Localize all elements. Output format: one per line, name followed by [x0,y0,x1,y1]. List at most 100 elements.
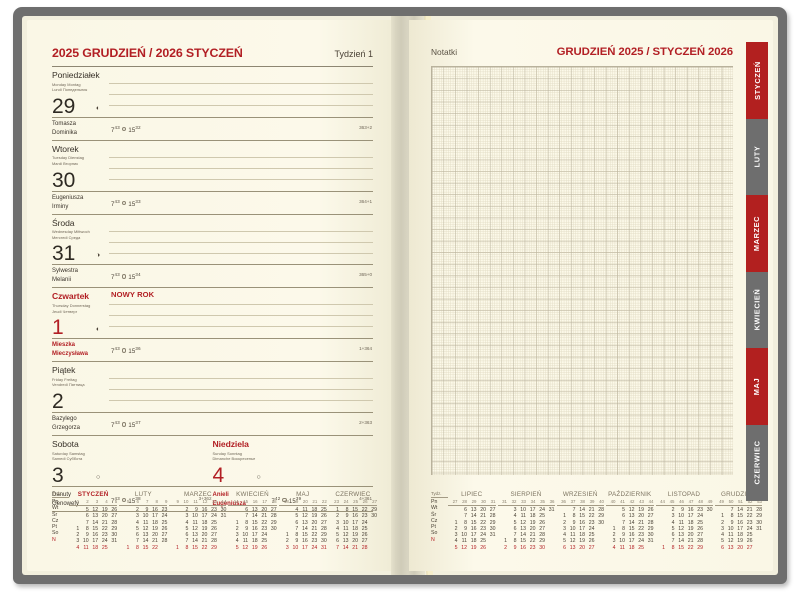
calendar-month[interactable]: LUTY 5 6 7 8 9 2 9 16 23 3 10 17 24 4 11 18 25 5 12 19 26 6 13 2… [119,491,169,551]
calendar-week-number: 26 [362,499,368,505]
calendar-day-cell: 10 [342,519,349,526]
calendar-day-cell: 17 [92,538,99,545]
notes-grid-area[interactable] [431,66,733,475]
calendar-week-number: 48 [698,499,703,505]
calendar-day-cell: 14 [470,513,477,520]
month-tab-luty[interactable]: LUTY [746,118,768,195]
writing-line[interactable] [109,147,373,158]
calendar-row-label: Wt [52,505,59,512]
calendar-day-cell [703,545,713,551]
calendar-day-cell: 21 [101,519,108,526]
day-entry: Czwartek Thursday Donnerstag Jeudi Четверг… [52,288,373,340]
calendar-month[interactable]: LIPIEC 27 28 29 30 31 6 13 20 27 7 14 21 28 1 8 15 22 29 2 9… [448,491,498,551]
calendar-day-cell: 26 [261,544,268,551]
calendar-month[interactable]: CZERWIEC 23 24 25 26 27 1 8 15 22 29 2 9 16 23 30 3 10 17 2… [328,491,379,551]
calendar-day-cell: 30 [539,544,545,551]
calendar-day-cell: 15 [251,519,258,526]
calendar-day-cell: 22 [687,544,694,551]
day-number: 1 [52,316,64,340]
calendar-day-cell: 13 [342,538,349,545]
calendar-month[interactable]: LISTOPAD 44 45 46 47 48 49 2 9 16 23 30 3 10 17 24 4 11 18… [655,491,715,551]
calendar-day-row: 4 11 18 25 [279,507,326,513]
writing-line[interactable] [109,232,373,243]
calendar-week-number: 31 [502,499,507,505]
calendar-day-cell: 25 [361,525,368,532]
calendar-month[interactable]: SIERPIEŃ 31 32 33 34 35 36 3 10 17 24 31 4 11 18 25 5 12 1… [497,491,557,551]
month-tab-label: MAJ [752,377,762,395]
holiday-label: NOWY ROK [111,290,155,300]
day-writing-lines[interactable] [109,141,373,191]
writing-line[interactable] [109,368,373,380]
writing-line[interactable] [109,243,373,254]
calendar-week-number: 2 [86,499,89,505]
calendar-month-name: SIERPIEŃ [510,491,542,499]
calendar-month-name: GRUDZIEŃ [721,491,756,499]
calendar-week-number: 9 [164,499,168,505]
month-tab-kwiecień[interactable]: KWIECIEŃ [746,271,768,348]
writing-line[interactable] [109,294,373,306]
calendar-day-cell: 1 [563,513,566,520]
calendar-month[interactable]: WRZESIEŃ 36 37 38 39 40 7 14 21 28 1 8 15 22 29 2 9 16 23 3… [556,491,607,551]
writing-line[interactable] [109,84,373,95]
writing-line[interactable] [109,390,373,402]
day-writing-lines[interactable] [109,362,373,412]
writing-line[interactable] [109,379,373,391]
day-of-week-translations: Thursday Donnerstag Jeudi Четверг [52,303,91,314]
month-tab-styczeń[interactable]: STYCZEŃ [746,42,768,119]
writing-line[interactable] [109,316,373,328]
writing-line[interactable] [109,95,373,106]
month-tab-marzec[interactable]: MARZEC [746,195,768,272]
calendar-day-cell: 25 [480,538,486,545]
calendar-day-cell: 13 [92,513,99,520]
sun-times-block: 7431536 1+364 [109,341,373,359]
calendar-month[interactable]: GRUDZIEŃ 49 50 51 52 53 7 14 21 28 1 8 15 22 29 2 9 16 23 3… [714,491,765,551]
calendar-day-cell: 24 [539,506,545,513]
writing-line[interactable] [109,221,373,232]
calendar-day-row: 2 9 16 23 30 [228,526,277,532]
calendar-day-cell [545,545,555,551]
calendar-day-row: 3 10 17 24 31 [169,513,227,519]
calendar-day-cell: 20 [201,532,208,539]
day-writing-lines[interactable]: NOWY ROK [109,288,373,338]
calendar-day-cell: 18 [579,532,585,539]
writing-line[interactable] [109,73,373,84]
calendar-month-name: LUTY [134,491,152,499]
day-writing-lines[interactable] [109,215,373,265]
calendar-month[interactable]: PAŹDZIERNIK 40 41 42 43 44 5 12 19 26 6 13 20 27 7 14 21… [606,491,656,551]
nameday-names: Danuty Genowefy [52,491,80,507]
writing-line[interactable] [109,305,373,317]
calendar-day-cell: 5 [336,532,340,539]
calendar-week-number: 9 [176,499,179,505]
calendar-day-cell: 4 [185,519,189,526]
month-tab-maj[interactable]: MAJ [746,348,768,425]
calendar-day-cell: 25 [746,532,753,539]
calendar-week-number: 43 [639,499,644,505]
calendar-month[interactable]: MAJ 18 19 20 21 22 4 11 18 25 5 12 19 26 6 13 20 27 7 14 21 2… [278,491,329,551]
calendar-week-number: 47 [688,499,694,505]
sun-icon [121,126,127,132]
calendar-day-cell: 5 [622,506,625,513]
calendar-day-cell: 3 [612,538,616,545]
day-of-year-counter: 2+363 [359,420,372,426]
calendar-day-cell: 8 [572,513,576,520]
calendar-day-cell: 25 [261,538,268,545]
calendar-month[interactable]: KWIECIEŃ 14 15 16 17 18 6 13 20 27 7 14 21 28 1 8 15 22 29… [228,491,278,551]
month-tab-czerwiec[interactable]: CZERWIEC [746,424,768,501]
calendar-day-cell: 30 [111,532,118,539]
calendar-day-row: 2 9 16 23 30 [656,507,713,513]
writing-line[interactable] [109,169,373,180]
right-page-header: Notatki GRUDZIEŃ 2025 / STYCZEŃ 2026 [431,46,733,58]
day-writing-lines[interactable] [109,67,373,117]
calendar-month[interactable]: STYCZEŃ 1 2 3 4 5 5 12 19 26 6 13 20 27 7 14 21 28 1 8 15 22 2… [69,491,119,551]
calendar-day-cell: 25 [638,544,644,551]
calendar-day-cell: 25 [539,513,545,520]
calendar-day-cell: 13 [470,506,477,513]
calendar-day-cell: 19 [687,525,694,532]
calendar-month[interactable]: MARZEC 9 10 11 12 13 14 2 9 16 23 30 3 10 17 24 31 4 11 18 2… [169,491,228,551]
calendar-day-cell: 11 [143,519,149,526]
writing-line[interactable] [109,158,373,169]
calendar-day-cell: 12 [342,532,349,539]
calendar-row-label: Pn [431,498,438,505]
sun-times-block: 7431532 363+2 [109,120,373,138]
calendar-day-cell: 14 [342,544,349,551]
